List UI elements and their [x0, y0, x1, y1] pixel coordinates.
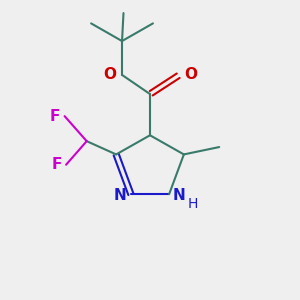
- Text: O: O: [185, 68, 198, 82]
- Text: N: N: [173, 188, 185, 203]
- Text: N: N: [114, 188, 126, 203]
- Text: H: H: [188, 196, 198, 211]
- Text: F: F: [51, 157, 62, 172]
- Text: O: O: [104, 68, 117, 82]
- Text: F: F: [50, 109, 60, 124]
